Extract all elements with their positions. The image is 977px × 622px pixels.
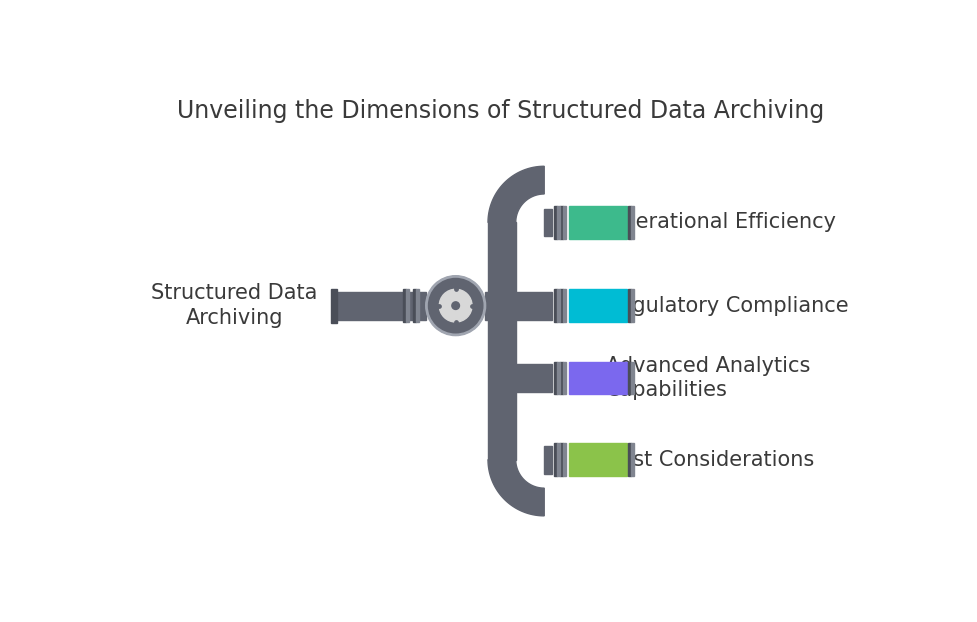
Text: Cost Considerations: Cost Considerations <box>606 450 814 470</box>
Text: Operational Efficiency: Operational Efficiency <box>606 213 835 233</box>
Bar <box>406 289 409 322</box>
Bar <box>631 443 633 476</box>
Bar <box>564 289 566 322</box>
Text: Unveiling the Dimensions of Structured Data Archiving: Unveiling the Dimensions of Structured D… <box>177 99 824 123</box>
Bar <box>554 289 557 322</box>
Bar <box>331 289 337 323</box>
Bar <box>544 208 552 236</box>
Bar <box>631 362 633 394</box>
Bar <box>557 443 560 476</box>
Bar <box>554 443 557 476</box>
Bar <box>404 289 406 322</box>
Circle shape <box>452 302 459 309</box>
Bar <box>516 292 552 320</box>
Bar <box>557 362 560 394</box>
Bar <box>564 443 566 476</box>
Bar <box>628 207 631 239</box>
Bar <box>569 443 626 476</box>
Bar <box>631 207 633 239</box>
Bar <box>564 207 566 239</box>
Bar <box>561 289 564 322</box>
Text: Structured Data
Archiving: Structured Data Archiving <box>151 283 318 328</box>
Bar <box>628 289 631 322</box>
Bar <box>554 207 557 239</box>
Bar <box>412 289 415 322</box>
Bar <box>485 292 488 320</box>
Bar <box>415 289 419 322</box>
Bar <box>569 289 626 322</box>
Circle shape <box>440 289 472 322</box>
Bar <box>631 289 633 322</box>
Text: Regulatory Compliance: Regulatory Compliance <box>606 295 848 315</box>
Bar <box>561 362 564 394</box>
Bar <box>337 292 426 320</box>
Bar <box>557 289 560 322</box>
Text: Advanced Analytics
Capabilities: Advanced Analytics Capabilities <box>606 356 810 401</box>
Bar <box>516 364 552 392</box>
Bar <box>561 207 564 239</box>
Polygon shape <box>488 166 544 223</box>
Polygon shape <box>488 460 544 516</box>
Bar <box>564 362 566 394</box>
Bar <box>557 207 560 239</box>
Bar <box>569 207 626 239</box>
Circle shape <box>426 276 485 335</box>
Bar <box>488 223 516 460</box>
Bar <box>569 362 626 394</box>
Bar <box>628 362 631 394</box>
Bar <box>554 362 557 394</box>
Bar <box>561 443 564 476</box>
Bar <box>628 443 631 476</box>
Bar <box>544 446 552 473</box>
